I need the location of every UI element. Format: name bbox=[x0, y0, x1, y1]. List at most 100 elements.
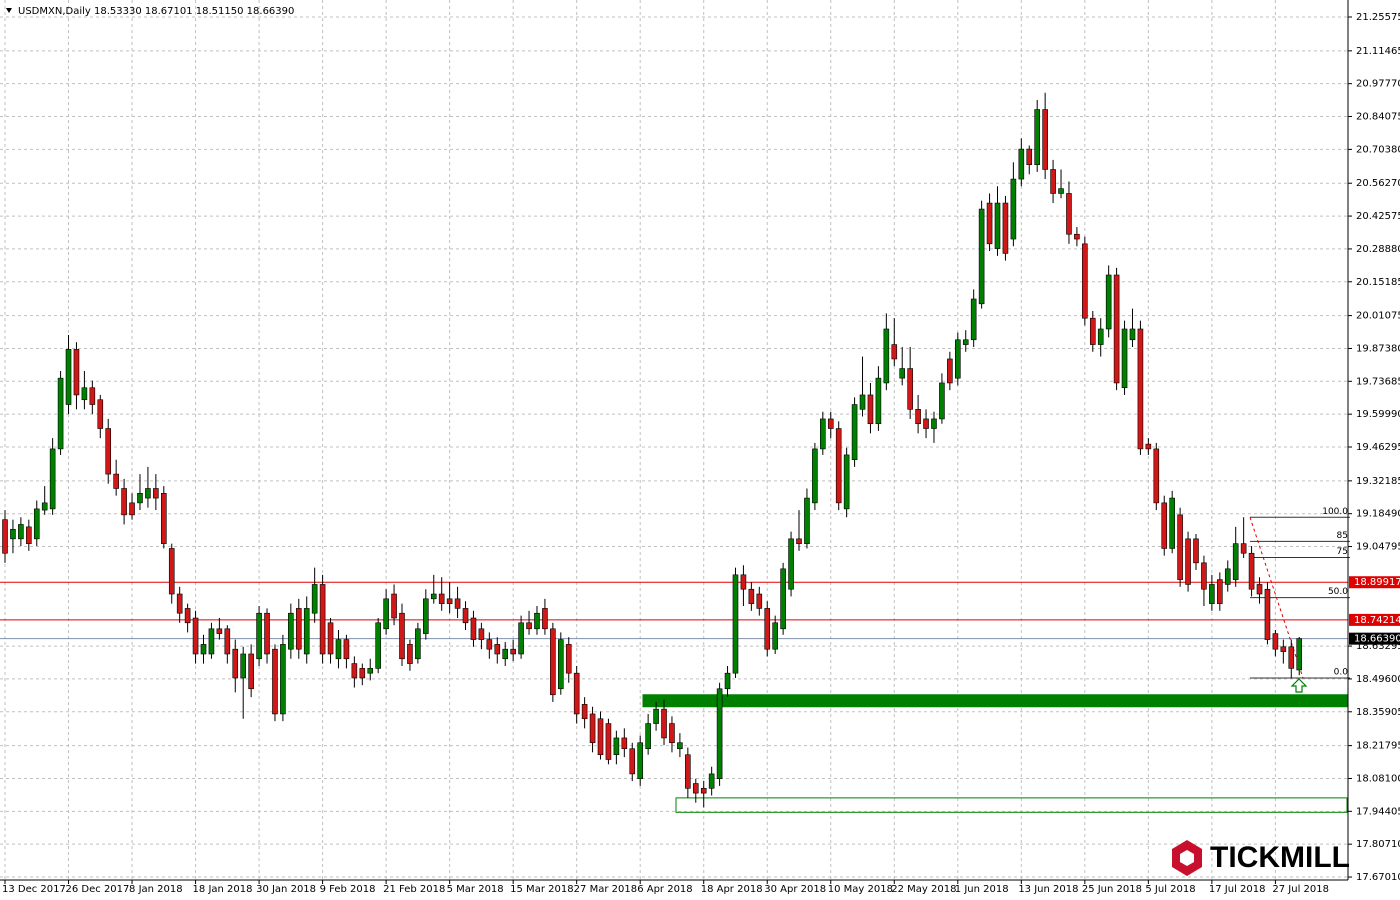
zone bbox=[675, 797, 1348, 813]
candle-body-up bbox=[653, 708, 659, 724]
candle-body-down bbox=[89, 387, 96, 405]
logo-hexagon-inner bbox=[1180, 850, 1194, 866]
y-tick-label: 20.28880 bbox=[1356, 244, 1400, 255]
candle-body-down bbox=[947, 358, 953, 384]
candle-body-up bbox=[303, 608, 310, 655]
candle-body-down bbox=[692, 783, 699, 794]
candle-body-down bbox=[351, 663, 358, 679]
y-tick-label: 18.49600 bbox=[1356, 674, 1400, 685]
candle-body-down bbox=[923, 418, 929, 429]
candle-body-down bbox=[565, 644, 572, 674]
title-icon bbox=[6, 8, 12, 13]
candle-body-down bbox=[359, 668, 366, 679]
candle-body-down bbox=[319, 584, 326, 655]
x-tick-label: 6 Apr 2018 bbox=[637, 884, 692, 895]
candle-body-up bbox=[708, 773, 715, 789]
candle-body-down bbox=[756, 593, 763, 609]
overlays: 100.0 85 75 50.0 0.0 bbox=[0, 507, 1350, 813]
candle-body-up bbox=[383, 598, 389, 630]
candle-body-up bbox=[1129, 328, 1136, 341]
candle-body-down bbox=[907, 368, 913, 410]
candle-body-up bbox=[415, 628, 421, 660]
candle-body-up bbox=[49, 448, 56, 510]
candle-body-down bbox=[835, 428, 842, 504]
price-level-label: 18.74214 bbox=[1354, 615, 1400, 626]
price-level-label: 18.66390 bbox=[1354, 634, 1400, 645]
candle-body-up bbox=[256, 612, 262, 660]
candle-body-down bbox=[891, 344, 898, 360]
y-tick-label: 18.21795 bbox=[1356, 741, 1400, 752]
candle-body-up bbox=[875, 377, 882, 425]
candle-body-down bbox=[1026, 148, 1033, 165]
candle-body-down bbox=[589, 713, 596, 744]
candle-body-down bbox=[1113, 274, 1120, 384]
candle-body-down bbox=[272, 648, 278, 715]
candle-body-up bbox=[724, 672, 731, 690]
candle-body-down bbox=[478, 628, 485, 640]
candle-body-down bbox=[1264, 588, 1271, 640]
y-tick-label: 20.97770 bbox=[1356, 79, 1400, 90]
candle-body-down bbox=[184, 608, 191, 624]
candle-body-up bbox=[772, 622, 778, 650]
candle-body-down bbox=[224, 628, 231, 655]
y-tick-label: 20.70380 bbox=[1356, 144, 1400, 155]
candle-body-down bbox=[1248, 552, 1255, 590]
candle-body-down bbox=[2, 519, 8, 554]
candle-body-down bbox=[669, 723, 675, 744]
candle-body-up bbox=[1121, 328, 1128, 389]
candle-body-down bbox=[264, 612, 270, 655]
candle-body-down bbox=[26, 526, 32, 544]
candle-body-down bbox=[176, 593, 183, 614]
candle-body-down bbox=[1185, 538, 1191, 585]
y-tick-label: 20.15185 bbox=[1356, 277, 1400, 288]
candle-body-up bbox=[145, 488, 151, 499]
candle-body-down bbox=[605, 723, 612, 760]
candle-body-down bbox=[764, 608, 771, 650]
chart-title: USDMXN,Daily 18.53330 18.67101 18.51150 … bbox=[18, 6, 294, 17]
candle-body-down bbox=[446, 598, 453, 604]
candle-body-up bbox=[899, 368, 906, 379]
y-tick-label: 19.04795 bbox=[1356, 542, 1400, 553]
x-tick-label: 13 Dec 2017 bbox=[2, 884, 66, 895]
candle-body-up bbox=[1010, 178, 1017, 240]
y-tick-label: 17.67010 bbox=[1356, 872, 1400, 883]
x-tick-label: 25 Jun 2018 bbox=[1082, 884, 1142, 895]
candle-body-down bbox=[1217, 579, 1223, 604]
candle-body-up bbox=[10, 528, 16, 540]
candle-body-down bbox=[248, 653, 254, 690]
candle-body-up bbox=[931, 418, 937, 429]
x-tick-label: 18 Apr 2018 bbox=[701, 884, 763, 895]
y-tick-label: 19.46295 bbox=[1356, 442, 1400, 453]
x-tick-label: 13 Jun 2018 bbox=[1018, 884, 1078, 895]
price-level-tag bbox=[1349, 632, 1400, 645]
candle-body-up bbox=[534, 612, 540, 630]
candle-body-down bbox=[494, 644, 501, 655]
candle-body-down bbox=[1145, 443, 1152, 450]
y-tick-label: 20.84075 bbox=[1356, 112, 1400, 123]
y-tick-label: 18.63295 bbox=[1356, 641, 1400, 652]
candle-body-down bbox=[1002, 202, 1009, 254]
y-tick-label: 19.73685 bbox=[1356, 376, 1400, 387]
y-tick-label: 19.18490 bbox=[1356, 509, 1400, 520]
candle-body-up bbox=[81, 387, 88, 401]
x-tick-label: 1 Jun 2018 bbox=[955, 884, 1009, 895]
candle-body-up bbox=[33, 508, 40, 540]
x-tick-label: 18 Jan 2018 bbox=[193, 884, 253, 895]
candle-body-down bbox=[597, 718, 604, 756]
candle-body-down bbox=[113, 473, 119, 489]
candle-body-up bbox=[954, 339, 961, 379]
candle-body-up bbox=[820, 418, 826, 450]
candle-body-up bbox=[57, 377, 64, 450]
candle-body-down bbox=[407, 644, 413, 664]
fib-level-label: 50.0 bbox=[1328, 587, 1348, 597]
candle-body-down bbox=[542, 608, 548, 630]
candle-body-up bbox=[557, 639, 564, 690]
grid bbox=[0, 0, 1348, 880]
x-tick-label: 30 Apr 2018 bbox=[764, 884, 826, 895]
candle-body-up bbox=[1169, 497, 1175, 549]
candle-body-up bbox=[812, 448, 818, 504]
price-level-tag bbox=[1349, 576, 1400, 589]
candle-body-up bbox=[780, 568, 786, 630]
